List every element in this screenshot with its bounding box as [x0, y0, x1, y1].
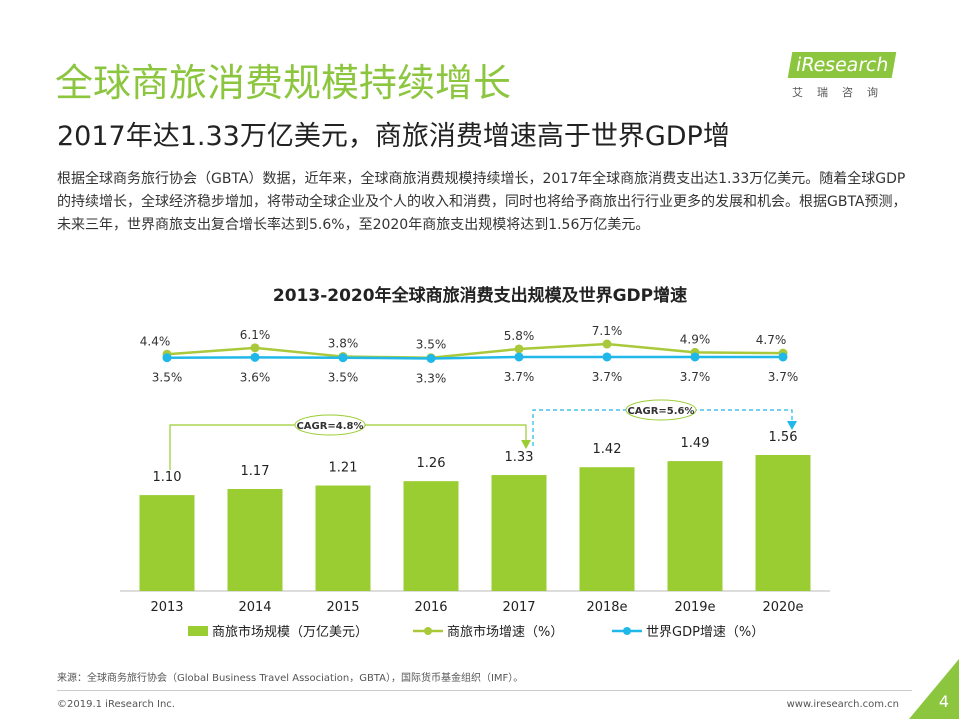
- line: [166, 355, 783, 360]
- x-tick-label: 2014: [238, 600, 271, 615]
- line-point: [426, 353, 436, 363]
- line-value-label: 3.7%: [680, 370, 711, 384]
- line-point: [338, 353, 348, 363]
- bar-value-label: 1.56: [769, 430, 798, 445]
- bar: [315, 485, 371, 591]
- footer-rule: [57, 690, 912, 691]
- legend-label: 商旅市场增速（%）: [447, 624, 563, 640]
- bar-value-label: 1.17: [241, 464, 270, 479]
- line-point: [602, 339, 612, 349]
- legend-swatch: [623, 627, 631, 635]
- line-point: [162, 353, 172, 363]
- bar-value-label: 1.21: [329, 461, 358, 476]
- line-point: [250, 343, 260, 353]
- line-point: [602, 352, 612, 362]
- line-value-label: 3.5%: [416, 338, 447, 352]
- paragraph: 根据全球商务旅行协会（GBTA）数据，近年来，全球商旅消费规模持续增长，2017…: [57, 171, 907, 233]
- page-number: 4: [938, 692, 949, 711]
- bar-value-label: 1.26: [417, 456, 446, 471]
- cagr-brackets: CAGR=4.8% CAGR=5.6%: [169, 399, 797, 470]
- line-point: [514, 344, 524, 354]
- annotation-ellipse: [625, 399, 697, 421]
- arrow: [787, 421, 797, 430]
- bar: [403, 481, 459, 591]
- annotation: CAGR=5.6%: [627, 406, 694, 417]
- logo: iResearch 艾瑞咨询: [787, 52, 910, 100]
- line-value-label: 3.5%: [152, 371, 183, 385]
- x-tick-label: 2020e: [762, 600, 803, 615]
- x-tick-label: 2015: [326, 600, 359, 615]
- copyright: ©2019.1 iResearch Inc.: [57, 699, 175, 710]
- website: www.iresearch.com.cn: [786, 699, 899, 710]
- bar-value-label: 1.33: [505, 450, 534, 465]
- line-value-label: 3.7%: [768, 370, 799, 384]
- x-tick-label: 2018e: [586, 600, 627, 615]
- bar-value-label: 1.49: [681, 436, 710, 451]
- bracket: [532, 409, 793, 446]
- bar: [139, 495, 195, 591]
- legend-label: 世界GDP增速（%）: [646, 625, 764, 640]
- line-value-label: 4.9%: [680, 332, 711, 346]
- bar: [667, 461, 723, 591]
- line: [166, 342, 784, 359]
- logo-subtitle: 艾瑞咨询: [792, 86, 892, 99]
- line-point: [690, 352, 700, 362]
- bar-value-label: 1.42: [593, 442, 622, 457]
- line-value-label: 3.7%: [504, 370, 535, 384]
- line-point: [514, 352, 524, 362]
- line-value-label: 3.7%: [592, 370, 623, 384]
- line-value-label: 6.1%: [240, 328, 271, 342]
- x-tick-label: 2019e: [674, 600, 715, 615]
- line-value-label: 5.8%: [504, 329, 535, 343]
- line-value-label: 3.3%: [416, 371, 447, 385]
- arrow: [521, 440, 531, 449]
- line-point: [250, 352, 260, 362]
- legend-label: 商旅市场规模（万亿美元）: [212, 624, 368, 640]
- annotation: CAGR=4.8%: [296, 421, 363, 432]
- x-tick-label: 2017: [502, 600, 535, 615]
- source: 来源：全球商务旅行协会（Global Business Travel Assoc…: [57, 673, 524, 684]
- bar: [491, 475, 547, 591]
- slide-title: 全球商旅消费规模持续增长: [55, 61, 512, 105]
- bar: [227, 489, 283, 591]
- page-badge: [909, 659, 959, 719]
- line-value-label: 7.1%: [592, 324, 623, 338]
- slide-subtitle: 2017年达1.33万亿美元，商旅消费增速高于世界GDP增: [57, 121, 730, 152]
- line-value-label: 3.5%: [328, 371, 359, 385]
- x-tick-label: 2016: [414, 600, 447, 615]
- chart-title: 2013-2020年全球商旅消费支出规模及世界GDP增速: [273, 285, 687, 306]
- line-point: [778, 352, 788, 362]
- legend-swatch: [424, 627, 432, 635]
- line-value-label: 4.7%: [756, 333, 787, 347]
- line-value-label: 4.4%: [140, 334, 171, 348]
- bar-value-label: 1.10: [153, 470, 182, 485]
- legend-swatch: [188, 626, 208, 636]
- line-value-label: 3.6%: [240, 370, 271, 384]
- line-value-label: 3.8%: [328, 337, 359, 351]
- bar: [755, 455, 811, 591]
- x-tick-label: 2013: [150, 600, 183, 615]
- bar: [579, 467, 635, 591]
- annotation-ellipse: [294, 414, 366, 436]
